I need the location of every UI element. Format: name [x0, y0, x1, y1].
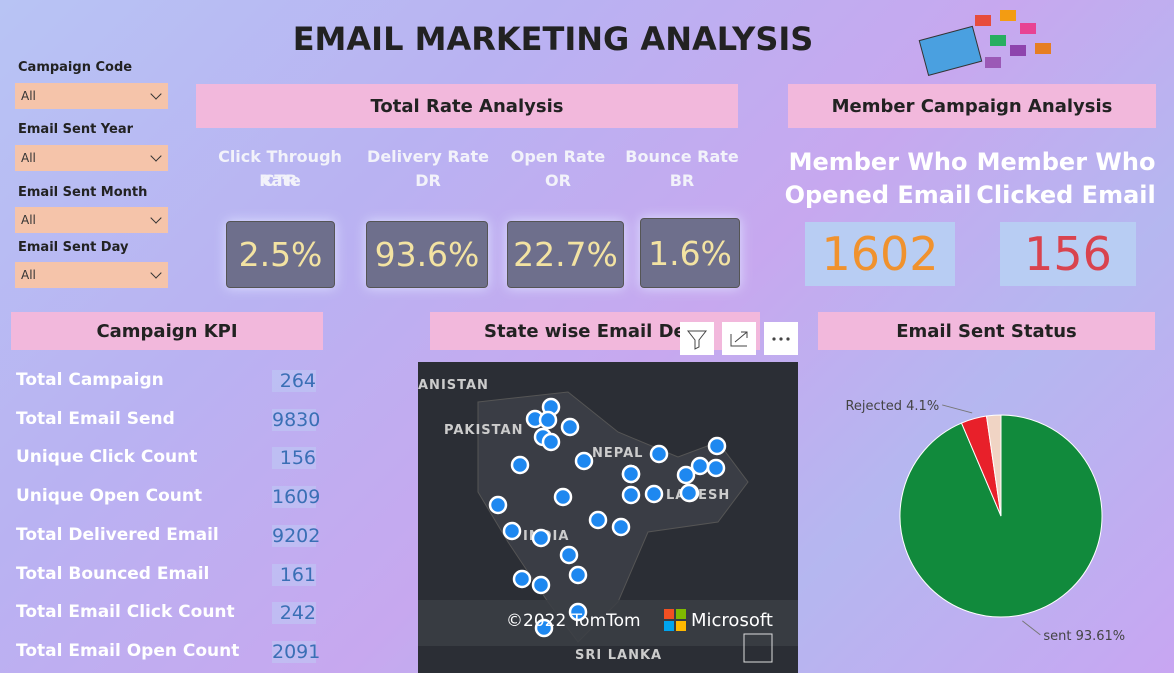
- pie-slice: [985, 414, 1002, 517]
- map-point: [568, 602, 588, 622]
- value-label: 93.61%: [1076, 629, 1126, 644]
- map-point: [512, 569, 532, 589]
- kpi-label: Unique Click Count: [16, 447, 198, 468]
- data-label: sent 93.61%: [1043, 629, 1125, 644]
- pie-chart: sent 93.61% Rejected 4.1%: [845, 399, 1125, 644]
- map-point: [706, 458, 726, 478]
- filter-label: Email Sent Day: [18, 240, 129, 255]
- map-point: [560, 417, 580, 437]
- rate-value: 93.6%: [366, 221, 488, 288]
- rate-name: Click Through Rate: [218, 147, 342, 190]
- dropdown[interactable]: All: [15, 145, 168, 171]
- rate-value: 22.7%: [507, 221, 624, 288]
- rate-value: 1.6%: [640, 218, 740, 288]
- dropdown[interactable]: All: [15, 83, 168, 109]
- section-header: Member Campaign Analysis: [788, 84, 1156, 128]
- map-label: SRI LANKA: [575, 648, 662, 663]
- map-point: [538, 410, 558, 430]
- map-point: [588, 510, 608, 530]
- map-point: [541, 432, 561, 452]
- map-point: [553, 487, 573, 507]
- member-label: Member Who: [788, 148, 968, 176]
- title: EMAIL MARKETING ANALYSIS: [292, 20, 814, 58]
- member-value: 156: [1000, 222, 1136, 286]
- data-label: Rejected 4.1%: [845, 399, 939, 414]
- map-point: [574, 451, 594, 471]
- map-label: NEPAL: [592, 446, 643, 461]
- kpi-label: Total Delivered Email: [16, 524, 219, 545]
- map-label: ANISTAN: [418, 378, 489, 393]
- leader-line: [942, 404, 973, 414]
- more-button[interactable]: [764, 322, 798, 355]
- map-label: PAKISTAN: [444, 423, 523, 438]
- map-brand: Microsoft: [691, 610, 773, 631]
- kpi-value: 2091: [272, 640, 321, 663]
- kpi-value: 9830: [272, 408, 321, 431]
- rate-abbr: OR: [545, 171, 571, 190]
- section-header: Total Rate Analysis: [196, 84, 738, 128]
- dropdown[interactable]: All: [15, 262, 168, 288]
- filter-label: Campaign Code: [18, 60, 133, 75]
- value-label: 4.1%: [906, 399, 939, 414]
- rate-abbr: DR: [415, 171, 441, 190]
- section-header: Email Sent Status: [818, 312, 1155, 350]
- map-point: [621, 464, 641, 484]
- member-label: Opened Email: [784, 181, 972, 209]
- ms-logo: [676, 621, 686, 631]
- map: ANISTANPAKISTANNEPALINDIALADESHSRI LANKA…: [418, 362, 798, 673]
- kpi-value: 264: [272, 370, 316, 392]
- map-point: [707, 436, 727, 456]
- rate-abbr: CTR: [262, 171, 298, 190]
- map-point: [531, 575, 551, 595]
- rate-abbr: BR: [669, 171, 695, 190]
- map-point: [644, 484, 664, 504]
- rate-name: Delivery Rate: [367, 147, 489, 166]
- email-icon: [918, 10, 1051, 76]
- rate-name: Open Rate: [510, 147, 606, 166]
- rate-name: Bounce Rate: [625, 147, 739, 166]
- map-point: [510, 455, 530, 475]
- dropdown[interactable]: All: [15, 207, 168, 233]
- ms-logo: [664, 621, 674, 631]
- section-header: Campaign KPI: [11, 312, 323, 350]
- focus-button[interactable]: [722, 322, 756, 355]
- kpi-label: Unique Open Count: [16, 486, 203, 507]
- filter-button[interactable]: [680, 322, 714, 355]
- leader-line: [1022, 620, 1041, 636]
- map-point: [649, 444, 669, 464]
- member-label: Clicked Email: [976, 181, 1156, 209]
- map-point: [559, 545, 579, 565]
- member-value: 1602: [805, 222, 955, 286]
- map-point: [676, 465, 696, 485]
- map-point: [621, 485, 641, 505]
- map-point: [531, 528, 551, 548]
- kpi-label: Total Campaign: [16, 370, 164, 390]
- map-point: [502, 521, 522, 541]
- kpi-value: 161: [272, 563, 316, 586]
- map-point: [534, 618, 554, 638]
- map-point: [611, 517, 631, 537]
- member-label: Member Who: [976, 148, 1156, 176]
- kpi-label: Total Bounced Email: [16, 563, 210, 584]
- kpi-value: 9202: [272, 524, 321, 547]
- kpi-value: 156: [272, 447, 316, 470]
- category-name: sent: [1043, 629, 1071, 644]
- ms-logo: [664, 609, 674, 619]
- filter-label: Email Sent Month: [18, 185, 148, 200]
- map-point: [679, 483, 699, 503]
- kpi-value: 242: [272, 602, 316, 625]
- kpi-label: Total Email Send: [16, 408, 175, 429]
- filter-label: Email Sent Year: [18, 122, 134, 137]
- map-point: [488, 495, 508, 515]
- map-copyright: ©2022 TomTom: [506, 611, 641, 631]
- category-name: Rejected: [845, 399, 902, 414]
- kpi-label: Total Email Open Count: [16, 640, 240, 661]
- ms-logo: [676, 609, 686, 619]
- map-point: [568, 565, 588, 585]
- rate-value: 2.5%: [226, 221, 335, 288]
- kpi-label: Total Email Click Count: [16, 602, 235, 623]
- kpi-value: 1609: [272, 486, 321, 509]
